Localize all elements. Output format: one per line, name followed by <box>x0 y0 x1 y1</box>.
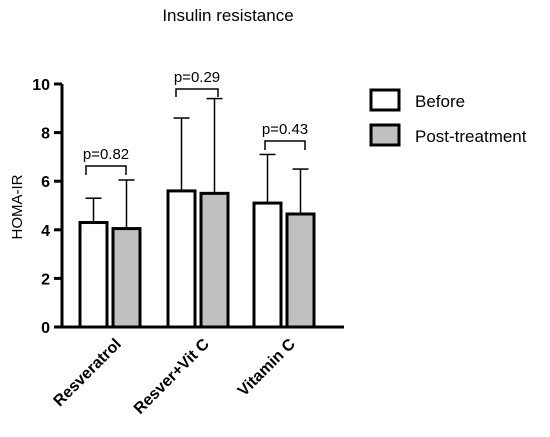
bar-post-treatment <box>111 227 142 329</box>
bar-before <box>166 189 197 329</box>
y-axis-label: HOMA-IR <box>9 174 26 239</box>
significance-bracket <box>85 165 127 175</box>
significance-bracket <box>264 140 306 150</box>
p-value-label: p=0.43 <box>262 121 308 138</box>
x-category-label: Resveratrol <box>51 336 125 410</box>
y-tick-label: 8 <box>41 126 50 143</box>
y-tick-label: 6 <box>41 174 50 191</box>
legend-label: Before <box>415 92 465 111</box>
y-tick-label: 0 <box>41 320 50 337</box>
legend-swatch <box>369 88 401 112</box>
significance-bracket <box>175 88 219 97</box>
y-tick-label: 4 <box>41 223 50 240</box>
y-tick-label: 2 <box>41 271 50 288</box>
x-category-label: Vitamin C <box>235 335 299 399</box>
bar-before <box>78 221 109 329</box>
y-tick-label: 10 <box>32 77 50 94</box>
chart-title: Insulin resistance <box>162 6 293 25</box>
bar-before <box>252 201 283 329</box>
p-value-label: p=0.29 <box>174 69 220 86</box>
bar-post-treatment <box>199 191 230 329</box>
legend-label: Post-treatment <box>415 127 527 146</box>
p-value-label: p=0.82 <box>83 146 129 163</box>
legend-swatch <box>369 123 401 147</box>
x-category-label: Resver+Vit C <box>131 335 213 417</box>
bar-post-treatment <box>285 212 316 329</box>
